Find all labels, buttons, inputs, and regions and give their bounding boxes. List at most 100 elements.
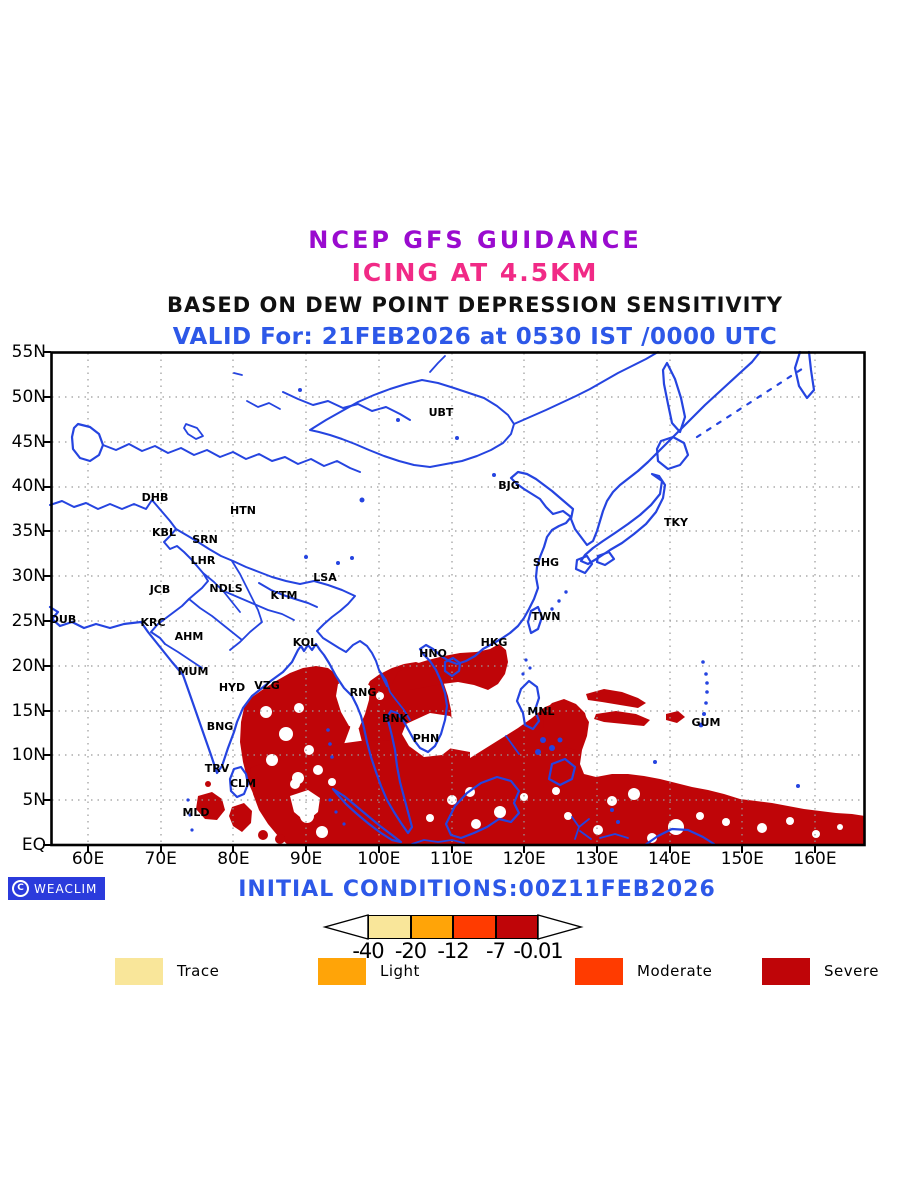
x-tick-label-140e: 140E	[647, 849, 692, 869]
hainan	[443, 656, 462, 678]
station-label-trv: TRV	[204, 762, 230, 775]
mindanao	[547, 757, 577, 787]
sri-lanka	[228, 765, 250, 799]
honshu	[579, 472, 667, 566]
initial-conditions-text: INITIAL CONDITIONS:00Z11FEB2026	[238, 877, 716, 902]
y-tick-label-35n: 35N	[11, 521, 46, 542]
y-tick-label-5n: 5N	[22, 790, 46, 811]
x-tick-label-160e: 160E	[793, 849, 837, 869]
y-tick-label-10n: 10N	[11, 745, 46, 766]
y-tick-label-20n: 20N	[11, 655, 46, 676]
title-model: NCEP GFS GUIDANCE	[308, 226, 642, 254]
luzon	[515, 679, 541, 731]
station-label-hyd: HYD	[218, 681, 246, 694]
legend-label-light: Light	[380, 962, 420, 980]
kyushu	[574, 554, 594, 575]
y-tick-label-40n: 40N	[11, 476, 46, 497]
y-tick-label-15n: 15N	[11, 700, 46, 721]
new-guinea	[643, 827, 716, 847]
station-label-ubt: UBT	[428, 406, 454, 419]
station-label-phn: PHN	[412, 732, 440, 745]
y-tick-label-30n: 30N	[11, 566, 46, 587]
legend-label-moderate: Moderate	[637, 962, 713, 980]
y-axis-ticks	[43, 351, 51, 846]
x-axis-ticks	[87, 845, 816, 853]
map-frame-and-ticks	[43, 351, 866, 853]
station-label-ktm: KTM	[270, 589, 298, 602]
x-tick-label-90e: 90E	[289, 849, 323, 869]
colorbar-value: -12	[437, 939, 469, 963]
station-label-jcb: JCB	[149, 583, 171, 596]
station-label-bjg: BJG	[498, 479, 520, 492]
station-label-rng: RNG	[349, 686, 377, 699]
visayas	[521, 658, 563, 755]
java	[411, 839, 465, 845]
x-tick-label-150e: 150E	[720, 849, 764, 869]
legend-label-severe: Severe	[824, 962, 879, 980]
title-valid-time: VALID For: 21FEB2026 at 0530 IST /0000 U…	[172, 324, 778, 350]
icing-severe-region	[196, 644, 865, 845]
shikoku	[595, 550, 616, 567]
border-mongolia	[309, 379, 515, 468]
colorbar-arrow-left	[322, 914, 369, 940]
x-tick-label-70e: 70E	[144, 849, 177, 869]
station-label-kol: KOL	[292, 636, 318, 649]
station-label-dub: DUB	[49, 613, 77, 626]
x-tick-label-80e: 80E	[217, 849, 250, 869]
station-label-twn: TWN	[531, 610, 561, 623]
colorbar-arrow-right	[537, 914, 584, 940]
station-label-mnl: MNL	[527, 705, 555, 718]
legend-swatch-moderate	[575, 958, 623, 985]
taiwan	[526, 605, 544, 635]
station-label-dhb: DHB	[141, 491, 169, 504]
maldives	[186, 798, 194, 832]
x-tick-label-110e: 110E	[429, 849, 474, 869]
colorbar-cell-trace	[368, 915, 411, 939]
logo-text: WEACLIM	[34, 881, 98, 896]
legend-swatch-trace	[115, 958, 163, 985]
colorbar-cell-severe	[495, 915, 538, 939]
legend-swatch-light	[318, 958, 366, 985]
x-tick-label-60e: 60E	[71, 849, 105, 869]
station-label-hno: HNO	[419, 647, 447, 660]
colorbar-value: -20	[394, 939, 427, 963]
legend-label-trace: Trace	[177, 962, 220, 980]
station-label-hkg: HKG	[480, 636, 508, 649]
map-frame	[50, 351, 866, 847]
station-label-lhr: LHR	[190, 554, 216, 567]
hokkaido	[655, 435, 690, 471]
x-tick-label-120e: 120E	[502, 849, 546, 869]
station-label-ndls: NDLS	[209, 582, 243, 595]
coastline-mainland	[48, 350, 762, 835]
title-method: BASED ON DEW POINT DEPRESSION SENSITIVIT…	[167, 293, 783, 317]
x-tick-label-100e: 100E	[357, 849, 401, 869]
station-label-gum: GUM	[691, 716, 721, 729]
station-label-vzg: VZG	[254, 679, 280, 692]
station-label-bng: BNG	[206, 720, 234, 733]
station-label-clm: CLM	[229, 777, 257, 790]
colorbar-value: -7	[486, 939, 506, 963]
station-label-kbl: KBL	[152, 526, 176, 539]
caspian-sea	[70, 422, 105, 463]
y-tick-label-25n: 25N	[11, 610, 46, 631]
mariana-islands	[698, 660, 709, 728]
station-label-tky: TKY	[664, 516, 688, 529]
sumatra	[331, 787, 403, 844]
y-tick-label-eq: EQ	[21, 834, 46, 855]
station-label-lsa: LSA	[313, 571, 337, 584]
station-label-srn: SRN	[192, 533, 218, 546]
station-label-bnk: BNK	[381, 712, 409, 725]
kamchatka	[793, 350, 816, 400]
ryukyu-islands	[550, 590, 568, 611]
y-tick-label-45n: 45N	[11, 431, 46, 452]
borneo	[444, 775, 521, 840]
weaclim-logo: C WEACLIM	[8, 877, 105, 900]
y-tick-label-50n: 50N	[11, 386, 46, 407]
kuril-islands	[695, 365, 807, 439]
station-label-mld: MLD	[182, 806, 210, 819]
station-label-htn: HTN	[230, 504, 256, 517]
colorbar-cell-light	[410, 915, 453, 939]
graticule-gridlines	[52, 353, 864, 844]
